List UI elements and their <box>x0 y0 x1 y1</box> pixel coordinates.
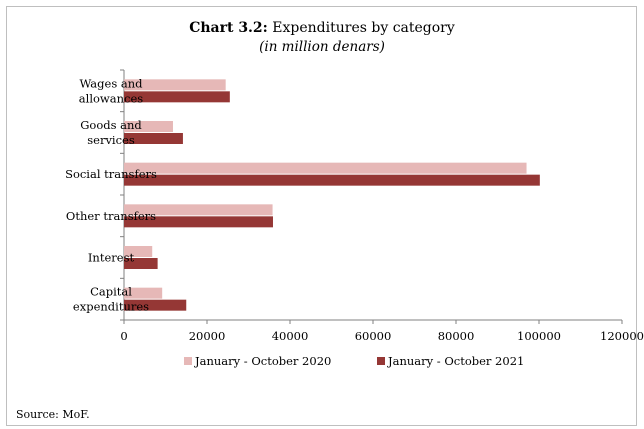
legend-swatch <box>377 357 385 365</box>
category-label: Goods and <box>80 118 142 132</box>
category-label: Wages and <box>79 76 143 90</box>
bar-series-2 <box>124 91 230 103</box>
x-tick-label: 60000 <box>355 329 392 343</box>
bar-series-2 <box>124 133 183 144</box>
legend-swatch <box>184 357 192 365</box>
x-tick-label: 80000 <box>438 329 475 343</box>
x-tick-label: 120000 <box>600 329 644 343</box>
bar-series-1 <box>124 204 273 216</box>
legend-label: January - October 2020 <box>194 354 331 368</box>
source-note: Source: MoF. <box>16 408 90 421</box>
bar-series-1 <box>124 121 173 132</box>
x-tick-label: 0 <box>120 329 127 343</box>
chart-title-number: Chart 3.2: <box>189 20 268 36</box>
chart-subtitle: (in million denars) <box>259 39 385 55</box>
category-label: Other transfers <box>66 209 156 223</box>
bar-series-2 <box>124 174 540 186</box>
legend-label: January - October 2021 <box>387 354 524 368</box>
bar-series-2 <box>124 216 273 228</box>
chart-title: Chart 3.2: Expenditures by category <box>0 20 644 36</box>
category-label: Interest <box>88 251 135 265</box>
x-tick-label: 40000 <box>272 329 309 343</box>
chart-title-text: Expenditures by category <box>272 20 455 36</box>
category-label: Capital <box>90 285 132 299</box>
bar-series-1 <box>124 79 226 91</box>
bar-series-2 <box>124 258 158 269</box>
bar-series-1 <box>124 287 163 299</box>
category-label: services <box>87 133 135 147</box>
category-label: allowances <box>79 91 143 105</box>
category-label: Social transfers <box>65 167 157 181</box>
category-label: expenditures <box>73 300 149 314</box>
bar-series-1 <box>124 246 153 257</box>
bar-series-2 <box>124 299 187 311</box>
x-tick-label: 20000 <box>189 329 226 343</box>
x-tick-label: 100000 <box>517 329 561 343</box>
bar-series-1 <box>124 162 527 174</box>
chart-frame <box>6 6 637 426</box>
